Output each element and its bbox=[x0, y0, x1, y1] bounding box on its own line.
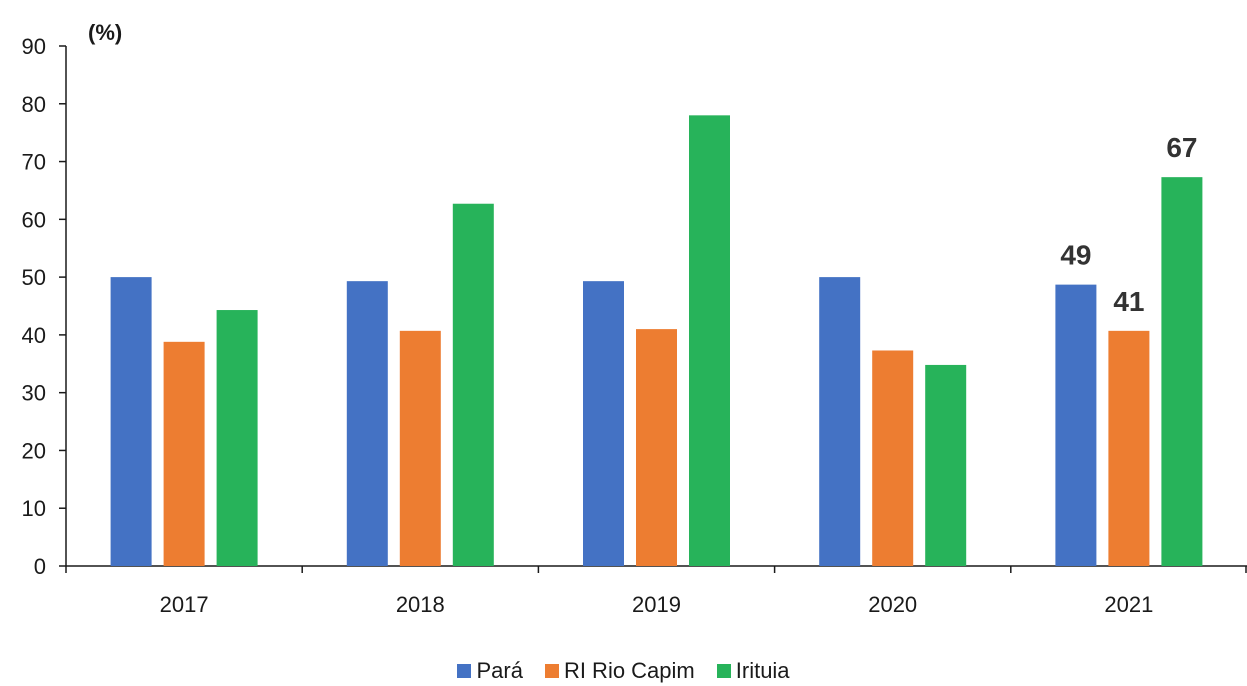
bar-2021-ri-rio-capim bbox=[1108, 330, 1150, 566]
bar-chart: 0 10 20 30 40 50 60 70 80 90 2017 2018 2019 2020 2021… bbox=[22, 20, 1247, 617]
legend: Pará RI Rio Capim Irituia bbox=[0, 656, 1247, 686]
bars-group bbox=[110, 115, 1203, 566]
legend-label: RI Rio Capim bbox=[563, 658, 695, 683]
legend-label: Irituia bbox=[735, 658, 790, 683]
bar-2017-irituia bbox=[216, 310, 258, 566]
bar-2019-irituia bbox=[689, 115, 730, 566]
y-tick-label: 90 bbox=[22, 34, 46, 59]
y-tick-label: 30 bbox=[22, 381, 46, 406]
x-tick-label: 2021 bbox=[1104, 592, 1153, 617]
x-tick-label: 2017 bbox=[160, 592, 209, 617]
data-label: 49 bbox=[1060, 240, 1091, 271]
bar-2018-irituia bbox=[452, 203, 494, 566]
y-tick-label: 10 bbox=[22, 496, 46, 521]
data-labels-group: 49 41 67 bbox=[1060, 132, 1197, 317]
y-tick-label: 60 bbox=[22, 207, 46, 232]
x-axis: 2017 2018 2019 2020 2021 bbox=[65, 565, 1247, 617]
data-label: 41 bbox=[1113, 286, 1144, 317]
data-label: 67 bbox=[1166, 132, 1197, 163]
x-tick-label: 2019 bbox=[632, 592, 681, 617]
legend-label: Pará bbox=[476, 658, 523, 683]
legend-item: RI Rio Capim bbox=[544, 658, 695, 684]
legend-item: Irituia bbox=[716, 658, 790, 684]
x-tick-label: 2020 bbox=[868, 592, 917, 617]
x-tick-label: 2018 bbox=[396, 592, 445, 617]
bar-2020-ri-rio-capim bbox=[872, 350, 914, 566]
y-tick-label: 0 bbox=[34, 554, 46, 579]
y-unit-label: (%) bbox=[88, 20, 122, 45]
bar-2018-ri-rio-capim bbox=[399, 330, 441, 566]
y-tick-label: 80 bbox=[22, 92, 46, 117]
bar-2018-par- bbox=[346, 281, 388, 566]
bar-2021-irituia bbox=[1161, 177, 1203, 566]
bar-2017-ri-rio-capim bbox=[163, 341, 205, 566]
bar-2020-par- bbox=[819, 277, 861, 566]
y-tick-label: 40 bbox=[22, 323, 46, 348]
bar-2017-par- bbox=[110, 277, 152, 566]
legend-swatch bbox=[544, 664, 559, 678]
legend-item: Pará bbox=[457, 658, 523, 684]
y-tick-label: 50 bbox=[22, 265, 46, 290]
y-tick-label: 20 bbox=[22, 438, 46, 463]
bar-2020-irituia bbox=[925, 364, 967, 566]
legend-swatch bbox=[457, 664, 472, 678]
bar-2019-par- bbox=[583, 281, 624, 566]
y-axis: 0 10 20 30 40 50 60 70 80 90 bbox=[22, 34, 67, 579]
bar-2021-par- bbox=[1055, 284, 1097, 566]
bar-2019-ri-rio-capim bbox=[636, 329, 677, 566]
legend-swatch bbox=[716, 664, 731, 678]
y-tick-label: 70 bbox=[22, 150, 46, 175]
